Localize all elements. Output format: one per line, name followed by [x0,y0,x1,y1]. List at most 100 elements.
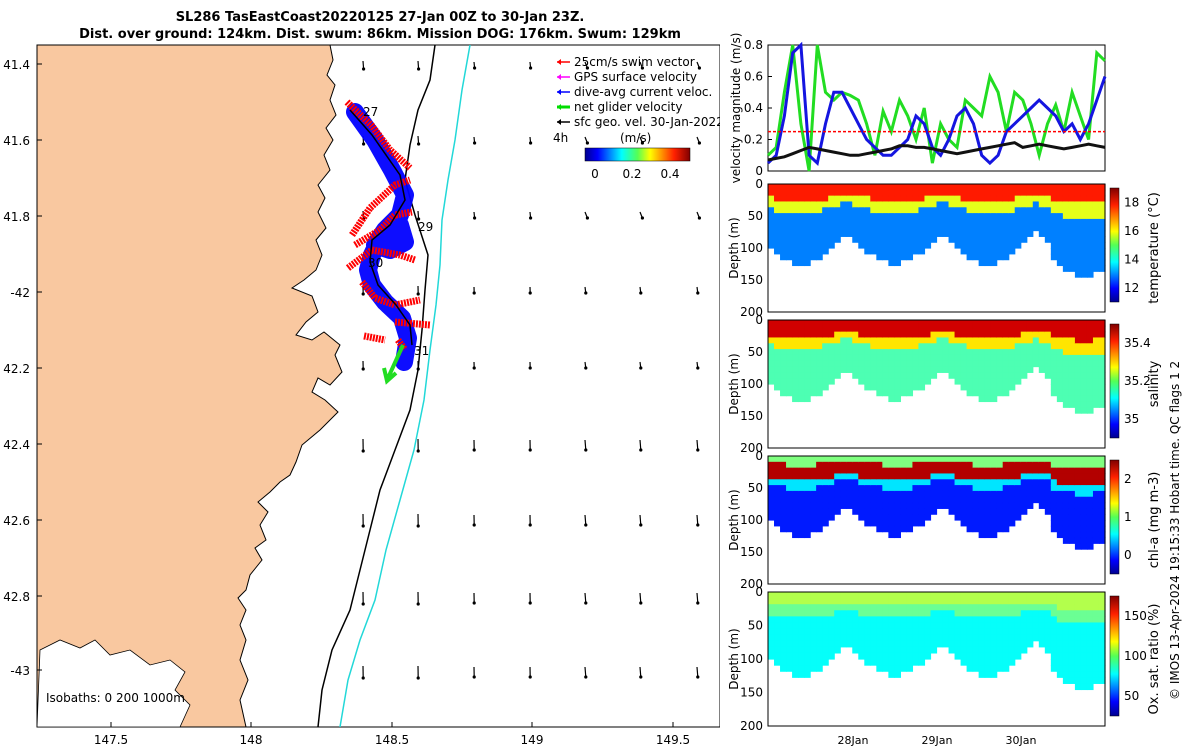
heatmap-cell [882,520,889,527]
heatmap-cell [1002,473,1010,480]
heatmap-cell [888,218,895,226]
heatmap-cell [840,473,847,480]
heatmap-cell [1092,242,1100,249]
heatmap-cell [978,320,986,327]
heatmap-cell [984,646,992,654]
heatmap-cell [1080,622,1088,630]
heatmap-cell [1002,207,1010,214]
heatmap-cell [960,349,968,356]
heatmap-cell [834,622,841,630]
heatmap-cell [1002,479,1010,486]
heatmap-cell [996,384,1004,391]
heatmap-cell [1086,467,1094,475]
heatmap-cell [774,604,781,611]
heatmap-cell [1086,543,1094,550]
heatmap-cell [1092,248,1100,255]
heatmap-cell [1014,343,1022,350]
heatmap-cell [786,366,793,373]
heatmap-cell [996,378,1004,385]
heatmap-cell [840,640,847,648]
heatmap-cell [954,646,962,654]
heatmap-cell [786,354,793,362]
heatmap-cell [768,201,775,208]
heatmap-cell [804,652,811,660]
heatmap-cell [864,652,871,660]
heatmap-cell [846,616,853,624]
heatmap-cell [1032,628,1040,636]
heatmap-cell [792,479,799,486]
heatmap-cell [846,640,853,648]
heatmap-cell [900,354,908,362]
heatmap-cell [948,634,956,642]
heatmap-cell [1080,372,1088,379]
heatmap-cell [864,467,871,475]
heatmap-cell [990,520,998,527]
heatmap-cell [1014,224,1022,232]
heatmap-cell [846,320,853,327]
heatmap-cell [1068,242,1076,249]
heatmap-cell [1080,189,1088,197]
heatmap-cell [960,520,968,527]
heatmap-cell [870,189,877,197]
heatmap-cell [936,467,944,475]
heatmap-cell [1086,616,1094,624]
heatmap-cell [990,508,998,515]
heatmap-cell [816,349,823,356]
heatmap-cell [960,195,968,203]
heatmap-cell [798,395,805,403]
heatmap-cell [1068,525,1076,533]
heatmap-cell [930,320,938,327]
heatmap-cell [768,213,775,220]
heatmap-cell [840,634,847,642]
heatmap-cell [1056,224,1064,232]
heatmap-cell [1074,598,1082,605]
heatmap-cell [996,592,1004,599]
heatmap-cell [1056,628,1064,636]
heatmap-cell [1068,479,1076,486]
heatmap-ytick: 0 [755,313,763,327]
heatmap-cell [792,384,799,391]
heatmap-cell [984,634,992,642]
heatmap-cell [822,622,829,630]
heatmap-cell [996,634,1004,642]
heatmap-cell [1074,248,1082,255]
map-colorbar [584,147,691,162]
heatmap-cell [828,616,835,624]
heatmap-cell [1056,665,1064,672]
heatmap-cell [876,378,883,385]
heatmap-cell [900,337,908,344]
heatmap-cell [804,634,811,642]
heatmap-cell [768,490,775,498]
heatmap-cell [858,331,865,339]
heatmap-cell [870,467,877,475]
heatmap-cell [1086,671,1094,678]
heatmap-cell [1008,628,1016,636]
heatmap-cell [798,461,805,469]
heatmap-cell [978,242,986,249]
heatmap-cell [858,616,865,624]
heatmap-cell [924,349,932,356]
heatmap-cell [1002,325,1010,333]
heatmap-cell [876,184,883,191]
heatmap-cell [918,384,926,391]
heatmap-cell [918,195,926,203]
heatmap-cell [858,360,865,368]
heatmap-cell [1044,640,1052,648]
heatmap-cell [1056,456,1064,463]
heatmap-cell [900,652,908,660]
heatmap-cell [870,213,877,220]
heatmap-cell [828,337,835,344]
heatmap-cell [840,195,847,203]
heatmap-cell [990,325,998,333]
heatmap-cell [1044,236,1052,243]
heatmap-cell [990,461,998,469]
heatmap-cell [1098,479,1106,486]
heatmap-cell [870,195,877,203]
heatmap-cell [972,354,980,362]
velocity-series [766,44,1107,172]
heatmap-cell [1008,592,1016,599]
map-lon-tick: 147.5 [94,733,128,747]
heatmap-cell [1098,537,1106,544]
heatmap-colorbar-label: temperature (°C) [1147,192,1162,304]
heatmap-cell [972,320,980,327]
